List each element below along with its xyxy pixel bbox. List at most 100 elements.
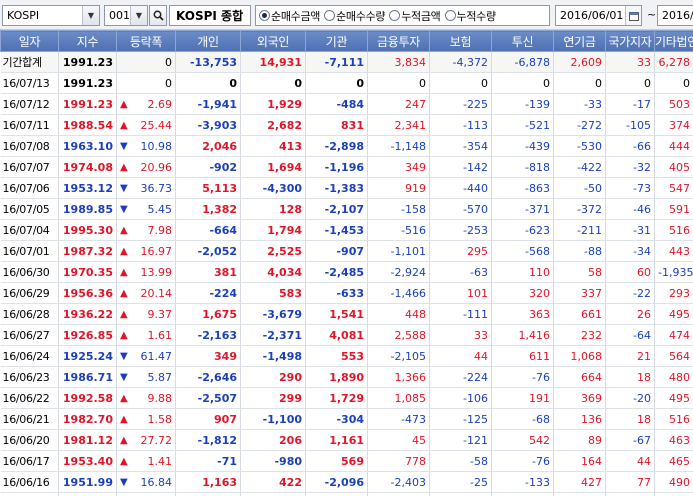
cell-index: 1953.40 bbox=[58, 450, 117, 472]
column-header[interactable]: 개인 bbox=[175, 30, 241, 52]
cell-foreign: 1,694 bbox=[240, 156, 306, 178]
column-header[interactable]: 지수 bbox=[58, 30, 117, 52]
cell-index: 1925.24 bbox=[58, 345, 117, 367]
radio-label: 누적금액 bbox=[401, 9, 441, 23]
radio-checked-icon bbox=[259, 10, 270, 21]
column-header[interactable]: 국가지자 bbox=[605, 30, 655, 52]
radio-net-buy-amount[interactable]: 순매수금액 bbox=[259, 8, 320, 24]
cell-government: 44 bbox=[605, 450, 655, 472]
column-header[interactable]: 투신 bbox=[491, 30, 554, 52]
cell-financial-investment: -516 bbox=[367, 219, 430, 241]
cell-investment-trust: -76 bbox=[491, 450, 554, 472]
table-row[interactable]: 16/07/06 1953.12 ▼ 36.73 5,113 -4,300 -1,383 91… bbox=[0, 177, 693, 199]
column-header[interactable]: 일자 bbox=[0, 30, 59, 52]
cell-investment-trust: 577 bbox=[491, 492, 554, 496]
calendar-icon[interactable] bbox=[625, 6, 641, 25]
cell-financial-investment: 0 bbox=[367, 72, 430, 94]
cell-index: 1986.71 bbox=[58, 366, 117, 388]
cell-change: ▲ 1.41 bbox=[116, 450, 176, 472]
radio-unchecked-icon bbox=[389, 10, 401, 21]
column-header[interactable]: 기타법인 bbox=[654, 30, 693, 52]
table-row[interactable]: 16/06/28 1936.22 ▲ 9.37 1,675 -3,679 1,541 448-… bbox=[0, 303, 693, 325]
cell-government: 60 bbox=[605, 261, 655, 283]
table-row[interactable]: 16/07/07 1974.08 ▲ 20.96 -902 1,694 -1,196 349-… bbox=[0, 156, 693, 178]
date-from-field[interactable]: 2016/06/01 bbox=[555, 5, 642, 26]
cell-foreign: -211 bbox=[240, 492, 306, 496]
cell-other-corp: 465 bbox=[654, 450, 693, 472]
chevron-down-icon[interactable]: ▼ bbox=[82, 6, 99, 25]
table-row[interactable]: 16/06/27 1926.85 ▲ 1.61 -2,163 -2,371 4,081 2,5… bbox=[0, 324, 693, 346]
cell-change: ▲ 1.61 bbox=[116, 324, 176, 346]
cell-foreign: 2,682 bbox=[240, 114, 306, 136]
down-triangle-icon: ▼ bbox=[120, 203, 128, 215]
cell-date: 16/07/04 bbox=[0, 219, 59, 241]
table-row[interactable]: 16/06/16 1951.99 ▼ 16.84 1,163 422 -2,096 -2,40… bbox=[0, 471, 693, 493]
cell-index: 1968.83 bbox=[58, 492, 117, 496]
change-value: 61.47 bbox=[140, 349, 173, 363]
table-row[interactable]: 16/07/05 1989.85 ▼ 5.45 1,382 128 -2,107 -158 -5… bbox=[0, 198, 693, 220]
radio-cumulative-amount[interactable]: 누적금액 bbox=[389, 8, 441, 24]
investor-trading-grid[interactable]: 일자 지수 등락폭 개인 외국인 기관 금융투자 보험 투신 연기금 국가지자 … bbox=[0, 30, 693, 496]
up-triangle-icon: ▲ bbox=[120, 308, 128, 320]
column-header[interactable]: 기관 bbox=[305, 30, 368, 52]
column-header[interactable]: 보험 bbox=[429, 30, 492, 52]
market-select[interactable]: KOSPI ▼ bbox=[2, 5, 100, 26]
cell-pension-fund: 0 bbox=[553, 72, 606, 94]
cell-institution: 4,081 bbox=[305, 324, 368, 346]
cell-individual: 2,046 bbox=[175, 135, 241, 157]
table-row[interactable]: 16/06/17 1953.40 ▲ 1.41 -71 -980 569 778 -58 -76 1… bbox=[0, 450, 693, 472]
cell-investment-trust: 191 bbox=[491, 387, 554, 409]
column-header[interactable]: 외국인 bbox=[240, 30, 306, 52]
table-row[interactable]: 16/06/22 1992.58 ▲ 9.88 -2,507 299 1,729 1,085-… bbox=[0, 387, 693, 409]
cell-individual: -13,753 bbox=[175, 51, 241, 73]
table-row[interactable]: 16/07/08 1963.10 ▼ 10.98 2,046 413 -2,898 -1,14… bbox=[0, 135, 693, 157]
cell-individual: 1,163 bbox=[175, 471, 241, 493]
table-row[interactable]: 16/07/01 1987.32 ▲ 16.97 -2,052 2,525 -907 -1,1… bbox=[0, 240, 693, 262]
table-row[interactable]: 16/06/29 1956.36 ▲ 20.14 -224 583 -633 -1,466 10… bbox=[0, 282, 693, 304]
cell-individual: -2,646 bbox=[175, 366, 241, 388]
column-header[interactable]: 등락폭 bbox=[116, 30, 176, 52]
chevron-down-icon[interactable]: ▼ bbox=[130, 6, 147, 25]
cell-insurance: -113 bbox=[429, 114, 492, 136]
table-row[interactable]: 16/06/23 1986.71 ▼ 5.87 -2,646 290 1,890 1,366-… bbox=[0, 366, 693, 388]
cell-foreign: 4,034 bbox=[240, 261, 306, 283]
table-row[interactable]: 16/06/30 1970.35 ▲ 13.99 381 4,034 -2,485 -2,92… bbox=[0, 261, 693, 283]
sector-code-select[interactable]: 001 ▼ bbox=[104, 5, 148, 26]
cell-financial-investment: -2,403 bbox=[367, 471, 430, 493]
radio-net-buy-quantity[interactable]: 순매수수량 bbox=[324, 8, 386, 24]
change-value: 36.73 bbox=[140, 181, 173, 195]
cell-other-corp: 516 bbox=[654, 219, 693, 241]
column-header[interactable]: 연기금 bbox=[553, 30, 606, 52]
radio-cumulative-quantity[interactable]: 누적수량 bbox=[444, 8, 496, 24]
search-button[interactable] bbox=[149, 5, 167, 26]
table-summary-row[interactable]: 기간합계 1991.23 0 -13,753 14,931 -7,111 3,834 -4,3… bbox=[0, 51, 693, 73]
up-triangle-icon: ▲ bbox=[120, 287, 128, 299]
cell-individual: -3,903 bbox=[175, 114, 241, 136]
table-row[interactable]: 16/06/151968.83▼3.201,680-211-571-2,0597… bbox=[0, 492, 693, 496]
table-row[interactable]: 16/07/11 1988.54 ▲ 25.44 -3,903 2,682 831 2,341… bbox=[0, 114, 693, 136]
cell-date: 16/06/15 bbox=[0, 492, 59, 496]
cell-government: 21 bbox=[605, 345, 655, 367]
table-row[interactable]: 16/07/13 1991.23 0 0 0 0 0 0 0 0 0 0 bbox=[0, 72, 693, 94]
table-body: 기간합계 1991.23 0 -13,753 14,931 -7,111 3,834 -4,3… bbox=[0, 51, 693, 496]
investor-trading-table: 일자 지수 등락폭 개인 외국인 기관 금융투자 보험 투신 연기금 국가지자 … bbox=[0, 30, 693, 496]
cell-government: -20 bbox=[605, 387, 655, 409]
up-triangle-icon: ▲ bbox=[120, 413, 128, 425]
table-row[interactable]: 16/06/21 1982.70 ▲ 1.58 907 -1,100 -304 -473 -12… bbox=[0, 408, 693, 430]
column-header[interactable]: 금융투자 bbox=[367, 30, 430, 52]
table-row[interactable]: 16/07/04 1995.30 ▲ 7.98 -664 1,794 -1,453 -516-… bbox=[0, 219, 693, 241]
table-row[interactable]: 16/07/12 1991.23 ▲ 2.69 -1,941 1,929 -484 247 -2… bbox=[0, 93, 693, 115]
table-row[interactable]: 16/06/24 1925.24 ▼ 61.47 349 -1,498 553 -2,105 4… bbox=[0, 345, 693, 367]
date-to-field[interactable]: 2016/ bbox=[657, 5, 693, 26]
cell-pension-fund: -272 bbox=[553, 114, 606, 136]
cell-change: 0 bbox=[116, 72, 176, 94]
table-row[interactable]: 16/06/20 1981.12 ▲ 27.72 -1,812 206 1,161 45 -12… bbox=[0, 429, 693, 451]
cell-other-corp: 374 bbox=[654, 114, 693, 136]
cell-investment-trust: 110 bbox=[491, 261, 554, 283]
cell-individual: -71 bbox=[175, 450, 241, 472]
cell-government: 33 bbox=[605, 51, 655, 73]
change-value: 0 bbox=[165, 76, 172, 90]
cell-investment-trust: -133 bbox=[491, 471, 554, 493]
market-name: KOSPI 종합 bbox=[169, 5, 251, 26]
cell-individual: 349 bbox=[175, 345, 241, 367]
